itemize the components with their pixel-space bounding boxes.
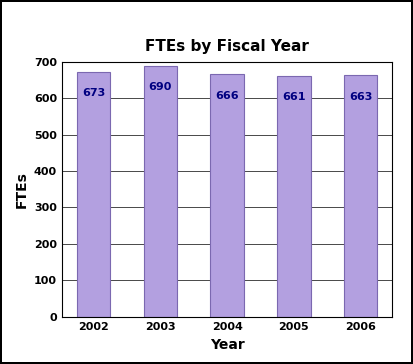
Text: 673: 673 bbox=[82, 88, 105, 98]
Text: 661: 661 bbox=[282, 92, 306, 102]
Bar bbox=[344, 75, 377, 317]
Bar bbox=[144, 66, 177, 317]
Bar bbox=[77, 72, 110, 317]
Title: FTEs by Fiscal Year: FTEs by Fiscal Year bbox=[145, 39, 309, 54]
X-axis label: Year: Year bbox=[210, 339, 244, 352]
Bar bbox=[211, 74, 244, 317]
Text: 690: 690 bbox=[149, 82, 172, 92]
Text: 666: 666 bbox=[215, 91, 239, 100]
Bar bbox=[277, 76, 311, 317]
Y-axis label: FTEs: FTEs bbox=[14, 171, 28, 208]
Text: 663: 663 bbox=[349, 92, 373, 102]
